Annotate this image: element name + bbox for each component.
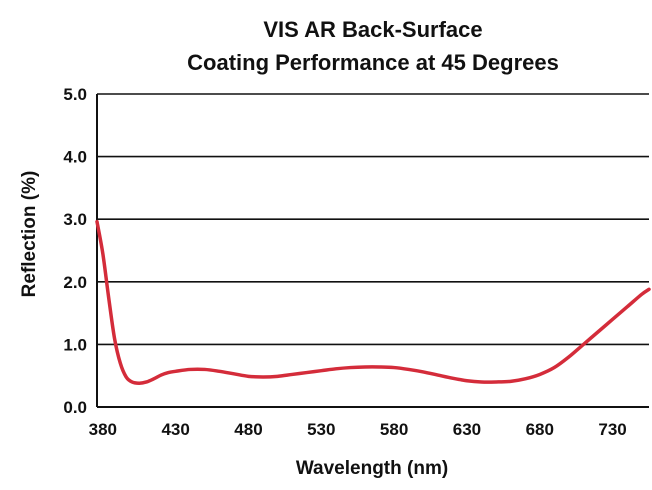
chart-title-line-2: Coating Performance at 45 Degrees — [187, 50, 559, 75]
x-tick-label: 430 — [161, 420, 189, 439]
y-tick-label: 2.0 — [63, 273, 87, 292]
x-tick-label: 380 — [89, 420, 117, 439]
x-tick-label: 630 — [453, 420, 481, 439]
y-tick-label: 4.0 — [63, 148, 87, 167]
y-tick-labels: 0.0 1.0 2.0 3.0 4.0 5.0 — [63, 85, 87, 417]
series-group — [95, 219, 651, 385]
y-tick-label: 3.0 — [63, 210, 87, 229]
y-tick-label: 5.0 — [63, 85, 87, 104]
x-axis-label: Wavelength (nm) — [296, 458, 448, 479]
x-tick-labels: 380 430 480 530 580 630 680 730 — [89, 420, 627, 439]
y-axis-label: Reflection (%) — [19, 171, 40, 298]
series-line-0 — [95, 219, 651, 385]
chart-title-line-1: VIS AR Back-Surface — [263, 17, 482, 42]
grid-lines — [97, 93, 649, 408]
x-tick-label: 580 — [380, 420, 408, 439]
x-tick-label: 730 — [598, 420, 626, 439]
y-tick-label: 1.0 — [63, 335, 87, 354]
x-tick-label: 480 — [234, 420, 262, 439]
x-tick-label: 680 — [526, 420, 554, 439]
y-tick-label: 0.0 — [63, 398, 87, 417]
x-tick-label: 530 — [307, 420, 335, 439]
